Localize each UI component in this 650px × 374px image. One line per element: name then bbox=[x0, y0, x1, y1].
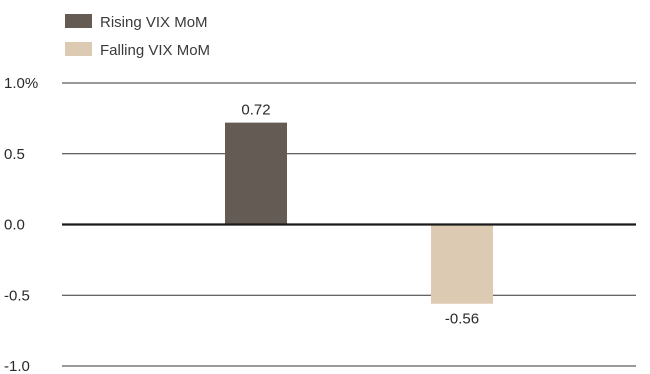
y-tick-label: 0.0 bbox=[4, 217, 25, 234]
y-tick-label: 1.0% bbox=[4, 75, 38, 92]
legend-label-falling: Falling VIX MoM bbox=[100, 42, 210, 59]
bar-falling-vix bbox=[431, 224, 493, 304]
y-tick-label: -1.0 bbox=[4, 358, 30, 374]
bars bbox=[225, 122, 493, 304]
data-labels: 0.72 -0.56 bbox=[241, 102, 479, 328]
data-label-rising: 0.72 bbox=[241, 102, 270, 119]
legend-swatch-falling bbox=[65, 42, 92, 56]
data-label-falling: -0.56 bbox=[445, 311, 479, 328]
y-tick-label: 0.5 bbox=[4, 146, 25, 163]
legend: Rising VIX MoM Falling VIX MoM bbox=[65, 14, 210, 59]
y-tick-label: -0.5 bbox=[4, 287, 30, 304]
legend-label-rising: Rising VIX MoM bbox=[100, 14, 208, 31]
bar-rising-vix bbox=[225, 122, 287, 225]
gridlines bbox=[62, 82, 636, 367]
legend-swatch-rising bbox=[65, 14, 92, 28]
y-axis-tick-labels: 1.0% 0.5 0.0 -0.5 -1.0 bbox=[4, 75, 38, 374]
